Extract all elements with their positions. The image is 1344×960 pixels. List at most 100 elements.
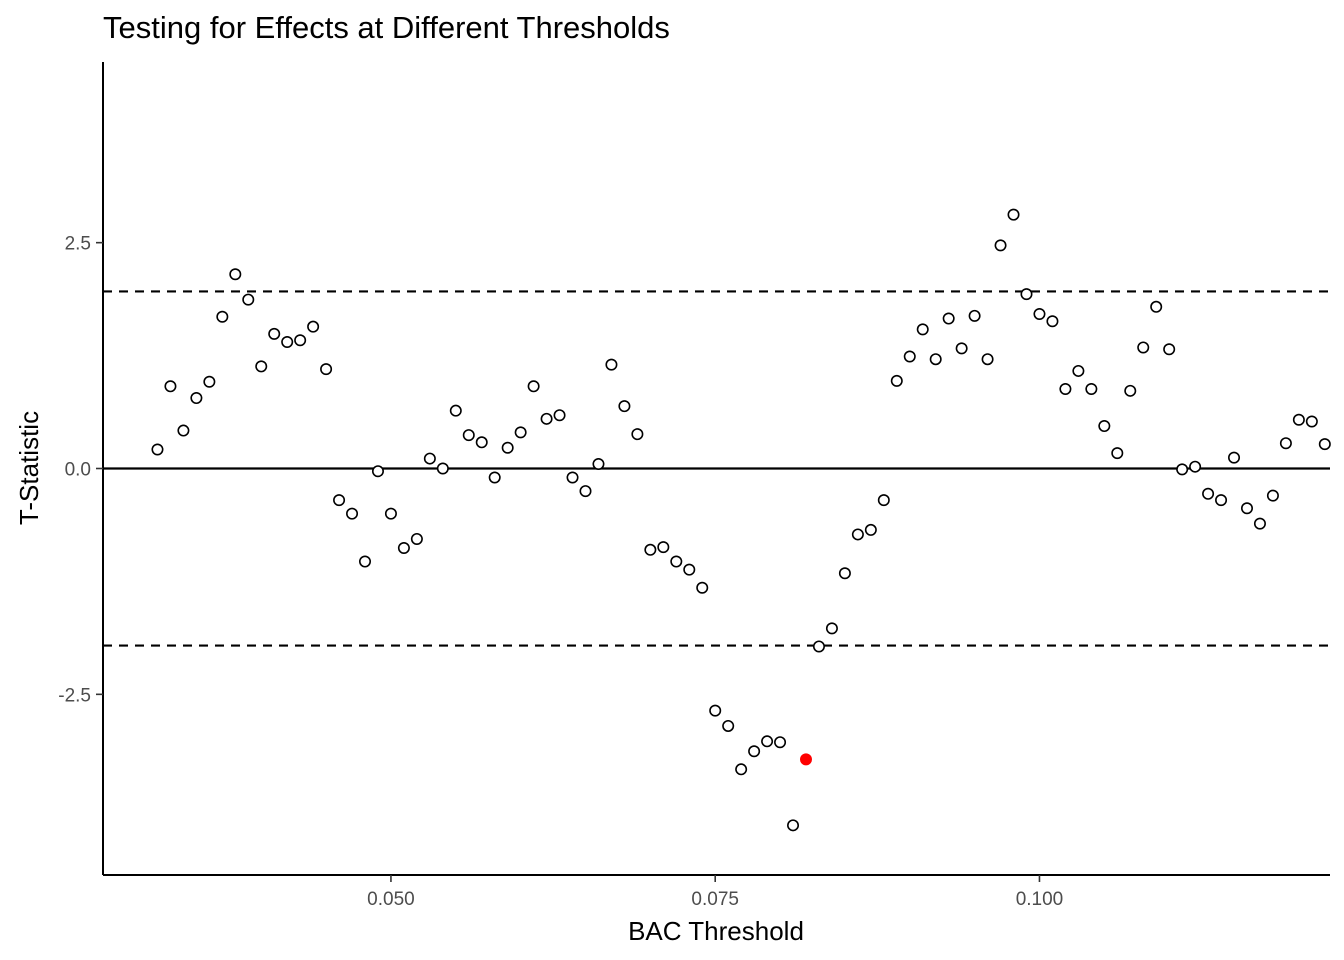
data-point: [955, 342, 968, 355]
data-point: [1137, 341, 1150, 354]
data-point: [1098, 420, 1111, 433]
data-point: [436, 462, 449, 475]
data-point: [735, 763, 748, 776]
data-point: [838, 567, 851, 580]
data-point: [981, 353, 994, 366]
data-point: [1279, 437, 1292, 450]
data-point: [216, 310, 229, 323]
reference-lines: [103, 290, 1330, 647]
data-point: [696, 581, 709, 594]
data-point: [540, 412, 553, 425]
data-point: [410, 532, 423, 545]
x-tick-label: 0.075: [691, 889, 739, 910]
data-point: [812, 640, 825, 653]
data-point: [942, 312, 955, 325]
data-point: [281, 336, 294, 349]
data-point: [644, 543, 657, 556]
data-point: [1033, 308, 1046, 321]
y-axis-title: T-Statistic: [14, 411, 44, 525]
data-point: [177, 424, 190, 437]
data-point: [592, 457, 605, 470]
data-point: [190, 392, 203, 405]
data-point: [579, 485, 592, 498]
data-point: [1240, 502, 1253, 515]
data-point: [423, 452, 436, 465]
data-points: [151, 208, 1331, 832]
data-point: [566, 471, 579, 484]
data-point: [825, 622, 838, 635]
data-point: [1111, 447, 1124, 460]
data-point: [761, 735, 774, 748]
x-tick-label: 0.100: [1016, 889, 1064, 910]
data-point: [164, 380, 177, 393]
data-point: [748, 745, 761, 758]
data-point: [294, 334, 307, 347]
data-point: [1059, 383, 1072, 396]
data-point: [1020, 288, 1033, 301]
data-point: [384, 507, 397, 520]
data-point: [631, 428, 644, 441]
data-point: [514, 426, 527, 439]
data-point: [1189, 460, 1202, 473]
data-point: [320, 363, 333, 376]
data-point: [1253, 517, 1266, 530]
data-point: [968, 309, 981, 322]
data-point: [683, 563, 696, 576]
data-point: [242, 293, 255, 306]
y-tick-label: 0.0: [65, 460, 91, 481]
data-point: [1072, 364, 1085, 377]
data-point: [397, 541, 410, 554]
data-point: [449, 404, 462, 417]
data-point: [553, 409, 566, 422]
y-tick-label: -2.5: [58, 685, 91, 706]
data-point: [722, 719, 735, 732]
y-tick-label: 2.5: [65, 234, 91, 255]
data-point: [1318, 438, 1331, 451]
data-point: [1150, 300, 1163, 313]
data-point: [916, 323, 929, 336]
data-point: [475, 436, 488, 449]
data-point: [670, 555, 683, 568]
data-point: [346, 507, 359, 520]
data-point: [307, 320, 320, 333]
data-point: [1202, 487, 1215, 500]
data-point: [890, 374, 903, 387]
data-point: [203, 375, 216, 388]
data-point: [1305, 415, 1318, 428]
data-point: [994, 239, 1007, 252]
data-point: [501, 441, 514, 454]
data-point: [877, 494, 890, 507]
data-point: [359, 555, 372, 568]
chart-title: Testing for Effects at Different Thresho…: [103, 10, 670, 45]
data-point: [527, 380, 540, 393]
data-point: [787, 819, 800, 832]
data-point: [1046, 315, 1059, 328]
data-point: [1176, 463, 1189, 476]
data-point: [488, 471, 501, 484]
data-point: [255, 360, 268, 373]
highlighted-point: [799, 753, 812, 766]
data-point: [462, 429, 475, 442]
x-axis-title: BAC Threshold: [628, 916, 804, 946]
data-point: [929, 353, 942, 366]
data-point: [709, 704, 722, 717]
data-point: [371, 465, 384, 478]
data-point: [1292, 413, 1305, 426]
y-axis-ticks: 2.5 0.0 -2.5: [58, 234, 103, 706]
data-point: [774, 736, 787, 749]
data-point: [1163, 343, 1176, 356]
data-point: [1266, 489, 1279, 502]
data-point: [851, 528, 864, 541]
data-point: [1215, 494, 1228, 507]
x-axis-ticks: 0.050 0.075 0.100: [367, 875, 1063, 910]
data-point: [333, 494, 346, 507]
data-point: [1085, 383, 1098, 396]
data-point: [151, 443, 164, 456]
data-point: [1007, 208, 1020, 221]
data-point: [618, 400, 631, 413]
data-point: [1124, 384, 1137, 397]
data-point: [657, 541, 670, 554]
data-point: [864, 523, 877, 536]
data-point: [605, 358, 618, 371]
